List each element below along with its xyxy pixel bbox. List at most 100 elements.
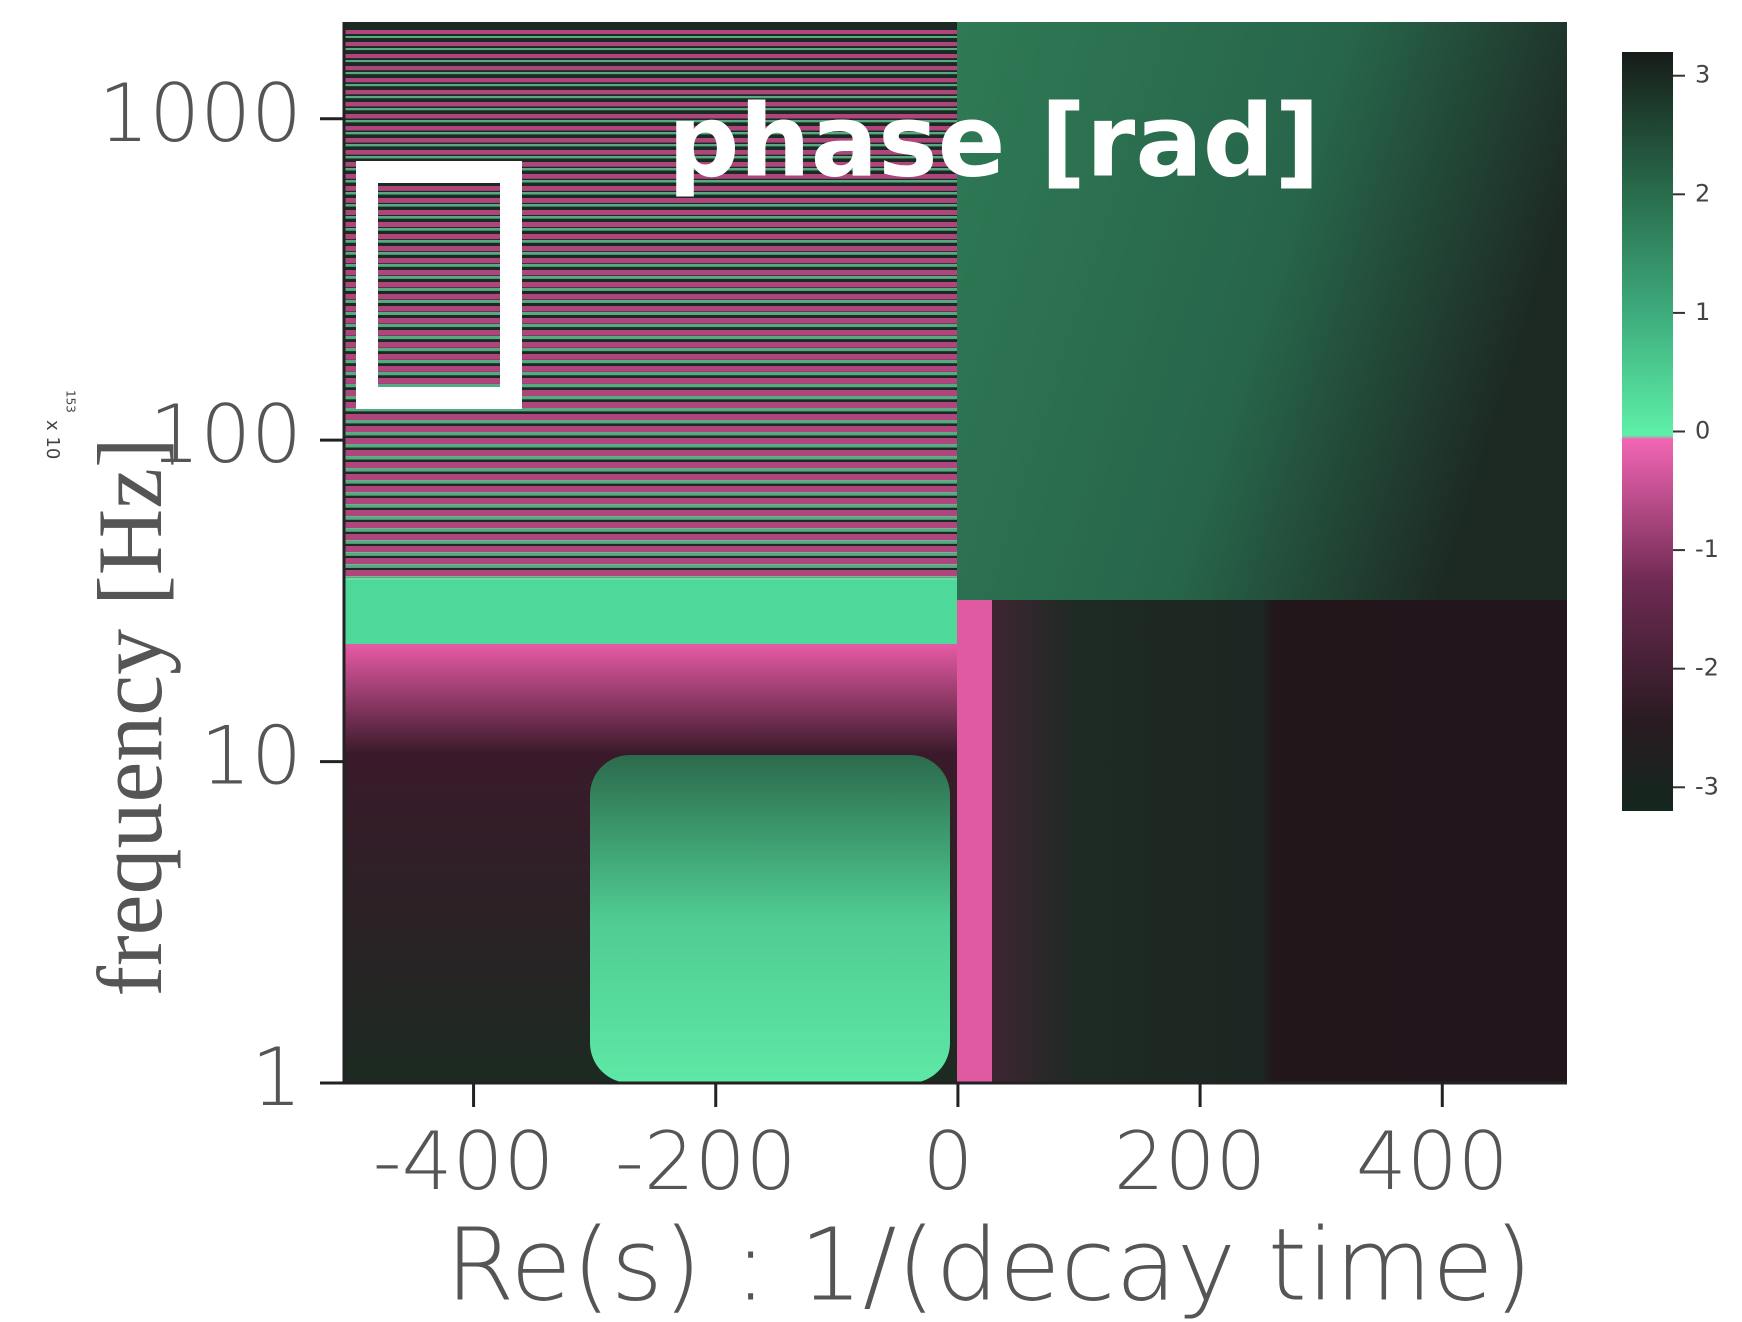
stripe bbox=[344, 36, 957, 38]
colorbar-tick-label: 0 bbox=[1695, 417, 1710, 445]
stripe bbox=[344, 366, 957, 372]
stripe bbox=[344, 138, 957, 143]
x-tick-label: -200 bbox=[615, 1115, 797, 1208]
stripe bbox=[344, 288, 957, 291]
colorbar-tick-label: 2 bbox=[1695, 179, 1710, 207]
stripe bbox=[344, 450, 957, 457]
stripe bbox=[344, 222, 957, 228]
stripe bbox=[344, 564, 957, 568]
stripe bbox=[344, 354, 957, 360]
stripe bbox=[344, 126, 957, 131]
x-tick-label: 0 bbox=[922, 1115, 973, 1208]
colorbar-tick-label: 3 bbox=[1695, 61, 1710, 89]
stripe bbox=[344, 240, 957, 243]
stripe bbox=[344, 474, 957, 481]
stripe bbox=[344, 384, 957, 388]
stripe bbox=[344, 162, 957, 167]
x-tick-label: -400 bbox=[373, 1115, 555, 1208]
stripe bbox=[344, 330, 957, 336]
stripe bbox=[344, 444, 957, 448]
annotation: 153 bbox=[64, 390, 78, 413]
stripe bbox=[344, 192, 957, 195]
stripe bbox=[344, 468, 957, 472]
stripe bbox=[344, 144, 957, 147]
stripe bbox=[344, 108, 957, 111]
stripe bbox=[344, 228, 957, 231]
y-tick-label: 1000 bbox=[98, 67, 302, 160]
stripe bbox=[344, 96, 957, 99]
stripe bbox=[344, 90, 957, 95]
stripe bbox=[344, 378, 957, 384]
y-tick-label: 10 bbox=[200, 710, 302, 803]
stripe bbox=[344, 258, 957, 264]
stripe bbox=[344, 462, 957, 469]
colorbar-tick-label: -1 bbox=[1695, 535, 1719, 563]
colorbar-tick-label: 1 bbox=[1695, 298, 1710, 326]
stripe bbox=[344, 402, 957, 409]
stripe bbox=[344, 246, 957, 252]
stripe bbox=[344, 558, 957, 565]
stripe bbox=[344, 186, 957, 191]
stripe bbox=[344, 78, 957, 83]
stripe bbox=[344, 480, 957, 484]
stripe bbox=[344, 150, 957, 155]
stripe bbox=[344, 234, 957, 240]
stripe bbox=[344, 408, 957, 412]
colorbar-tick-label: -2 bbox=[1695, 654, 1719, 682]
stripe bbox=[344, 318, 957, 324]
stripe bbox=[344, 114, 957, 119]
stripe bbox=[344, 180, 957, 183]
stripe bbox=[344, 552, 957, 556]
y-tick-label: 1 bbox=[251, 1031, 302, 1124]
stripe bbox=[344, 42, 957, 47]
stripe bbox=[344, 348, 957, 352]
stripe bbox=[344, 282, 957, 288]
stripe bbox=[344, 372, 957, 376]
stripe bbox=[344, 300, 957, 303]
stripe bbox=[344, 324, 957, 328]
stripe bbox=[344, 264, 957, 267]
stripe bbox=[344, 54, 957, 59]
stripe bbox=[344, 132, 957, 135]
stripe bbox=[344, 276, 957, 279]
stripe bbox=[344, 66, 957, 71]
stripe bbox=[344, 174, 957, 179]
stripe bbox=[344, 84, 957, 87]
stripe bbox=[344, 336, 957, 340]
stripe bbox=[344, 156, 957, 159]
stripe bbox=[344, 456, 957, 460]
heatmap-image bbox=[344, 22, 1567, 1083]
stripe bbox=[344, 486, 957, 493]
stripe bbox=[344, 522, 957, 529]
stripe bbox=[344, 432, 957, 436]
stripe bbox=[344, 306, 957, 312]
stripe bbox=[344, 252, 957, 255]
stripe bbox=[344, 360, 957, 364]
stripe bbox=[344, 534, 957, 541]
stripe bbox=[344, 168, 957, 171]
stripe bbox=[344, 546, 957, 553]
colorbar bbox=[1622, 52, 1673, 811]
y-tick-label: 100 bbox=[149, 388, 302, 481]
stripe bbox=[344, 528, 957, 532]
stripe bbox=[344, 396, 957, 400]
stripe bbox=[344, 576, 957, 580]
stripe bbox=[344, 294, 957, 300]
annotation: x 10 bbox=[42, 420, 63, 459]
x-tick-label: 200 bbox=[1114, 1115, 1267, 1208]
stripe bbox=[344, 48, 957, 51]
stripe bbox=[344, 414, 957, 421]
stripe bbox=[344, 438, 957, 445]
stripe bbox=[344, 540, 957, 544]
stripe bbox=[344, 216, 957, 219]
stripe bbox=[344, 312, 957, 316]
stripe bbox=[344, 390, 957, 396]
stripe bbox=[344, 492, 957, 496]
stripe bbox=[344, 198, 957, 203]
stripe bbox=[344, 504, 957, 508]
stripe bbox=[344, 342, 957, 348]
stripe bbox=[344, 72, 957, 75]
colorbar-tick-label: -3 bbox=[1695, 772, 1719, 800]
stripe bbox=[344, 210, 957, 215]
